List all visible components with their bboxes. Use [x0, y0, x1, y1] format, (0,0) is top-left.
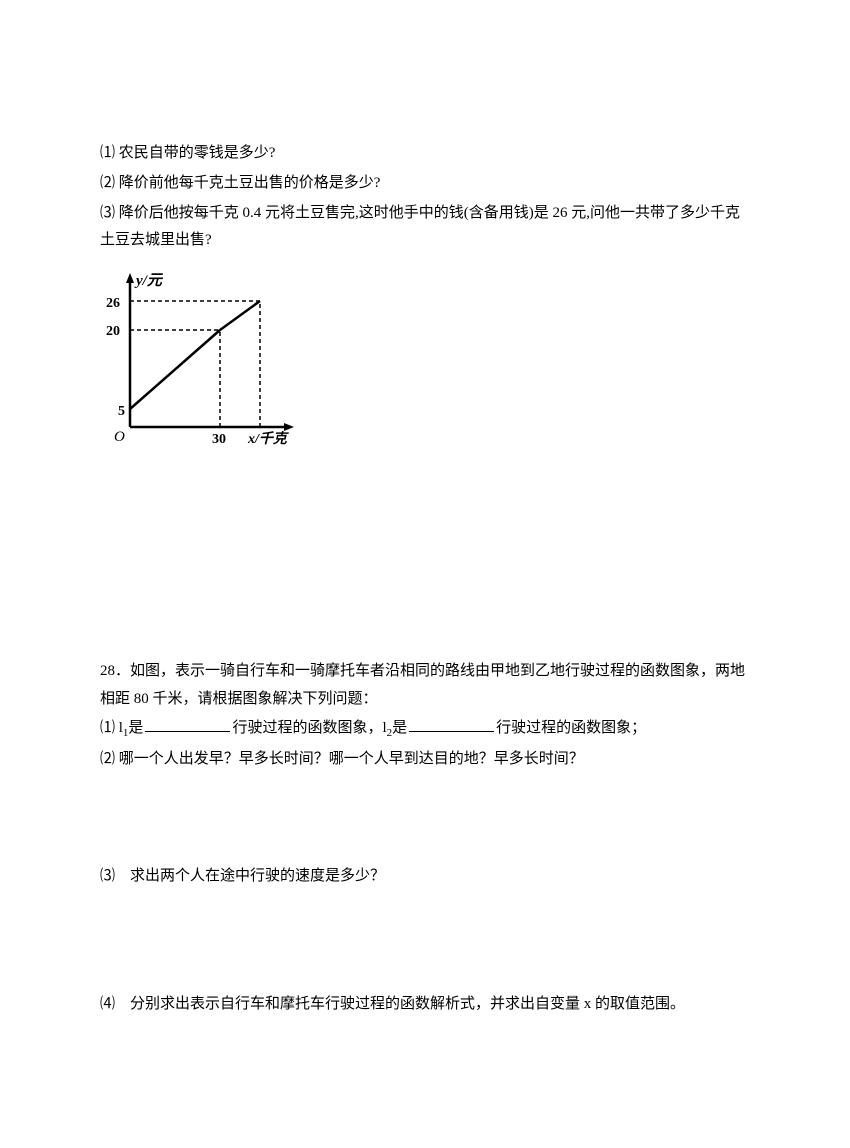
origin-label: O	[114, 429, 125, 445]
q27-part2: ⑵ 降价前他每千克土豆出售的价格是多少?	[100, 170, 750, 198]
q28-p1-b: 是	[128, 720, 143, 736]
y-tick-26: 26	[106, 296, 120, 311]
q28-part2: ⑵ 哪一个人出发早？早多长时间？哪一个人早到达目的地？早多长时间？	[100, 746, 750, 774]
q28-intro-text: 如图，表示一骑自行车和一骑摩托车者沿相同的路线由甲地到乙地行驶过程的函数图象，两…	[100, 663, 745, 707]
q28-p1-c: 行驶过程的函数图象，l	[232, 720, 386, 736]
x-tick-30: 30	[212, 432, 226, 447]
q28-p1-a: ⑴ l	[100, 720, 123, 736]
y-tick-5: 5	[118, 404, 125, 419]
blank-2	[409, 716, 494, 732]
q28-p1-d: 是	[392, 720, 407, 736]
line-chart-svg: y/元 x/千克 O 5 20 26 30	[100, 267, 310, 447]
q28-part3: ⑶ 求出两个人在途中行驶的速度是多少？	[100, 863, 750, 891]
blank-1	[145, 716, 230, 732]
q27-part3: ⑶ 降价后他按每千克 0.4 元将土豆售完,这时他手中的钱(含备用钱)是 26 …	[100, 200, 750, 256]
q27-part1: ⑴ 农民自带的零钱是多少?	[100, 140, 750, 168]
q28-intro: 28．如图，表示一骑自行车和一骑摩托车者沿相同的路线由甲地到乙地行驶过程的函数图…	[100, 658, 750, 714]
x-axis-label: x/千克	[247, 430, 290, 447]
y-tick-20: 20	[106, 324, 120, 339]
q28-part1: ⑴ l1是行驶过程的函数图象，l2是行驶过程的函数图象；	[100, 715, 750, 743]
q28-section: 28．如图，表示一骑自行车和一骑摩托车者沿相同的路线由甲地到乙地行驶过程的函数图…	[100, 658, 750, 1019]
q28-p1-e: 行驶过程的函数图象；	[496, 720, 646, 736]
q28-part4: ⑷ 分别求出表示自行车和摩托车行驶过程的函数解析式，并求出自变量 x 的取值范围…	[100, 991, 750, 1019]
y-axis-label: y/元	[134, 273, 164, 289]
chart-figure: y/元 x/千克 O 5 20 26 30	[100, 267, 750, 458]
q28-number: 28．	[100, 663, 130, 679]
